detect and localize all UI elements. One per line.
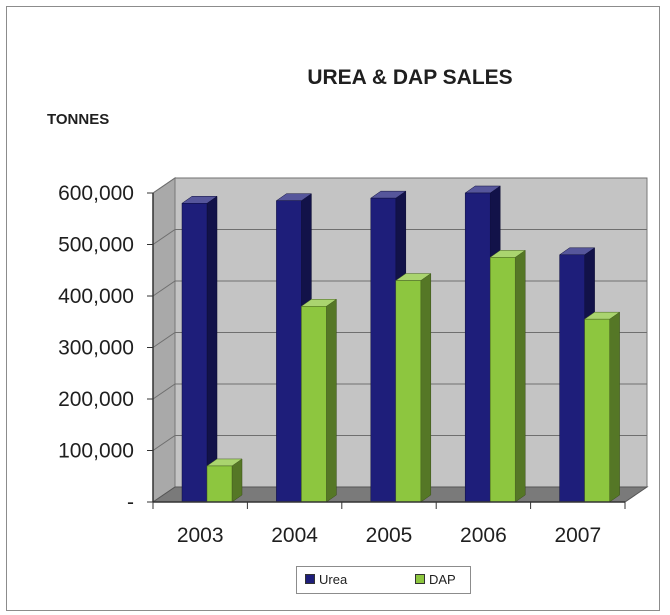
bar-dap-2005-front (395, 280, 422, 503)
legend-label-urea: Urea (319, 572, 348, 587)
bar-dap-2006-side (514, 249, 526, 503)
legend-label-dap: DAP (429, 572, 456, 587)
y-tick-label: 600,000 (58, 182, 134, 205)
x-tick-label: 2003 (177, 524, 224, 547)
bar-dap-2004-front (301, 306, 327, 503)
x-tick-label: 2005 (366, 524, 413, 547)
legend-item-urea: Urea (305, 572, 347, 587)
y-tick-label: 200,000 (58, 388, 134, 411)
y-tick-label: 100,000 (58, 440, 134, 463)
y-tick-label: - (127, 491, 134, 514)
legend-item-dap: DAP (415, 572, 456, 587)
x-tick-label: 2004 (271, 524, 318, 547)
bar-urea-2003-side (206, 195, 218, 503)
y-axis-unit-label: TONNES (47, 111, 110, 128)
bar-dap-2003-side (231, 458, 243, 503)
y-tick-label: 400,000 (58, 285, 134, 308)
bar-dap-2004-side (326, 298, 337, 503)
y-tick-labels: - 100,000 200,000 300,000 400,000 500,000 600,… (58, 182, 134, 514)
bar-dap-2007-front (584, 318, 610, 503)
bar-dap-2003 (206, 458, 243, 503)
x-tick-labels: 2003 2004 2005 2006 2007 (177, 524, 601, 547)
y-tick-label: 300,000 (58, 337, 134, 360)
bar-urea-2007-front (559, 254, 585, 503)
bar-dap-2006 (489, 249, 526, 503)
bar-dap-2005-side (420, 273, 432, 503)
legend-swatch-dap (415, 574, 425, 584)
bar-urea-2003 (181, 195, 218, 503)
bar-dap-2006-front (489, 257, 516, 503)
bar-urea-2005-front (370, 197, 397, 503)
bar-urea-2004-front (276, 200, 302, 503)
bar-dap-2007-side (609, 311, 620, 503)
bar-dap-2007 (583, 311, 621, 503)
bar-dap-2003-front (206, 465, 233, 503)
axes (147, 192, 626, 509)
bar-dap-2004 (300, 298, 338, 503)
bar-urea-2006-front (464, 192, 491, 503)
legend: Urea DAP (296, 566, 471, 594)
bars (181, 185, 621, 503)
bar-urea-2003-front (181, 203, 208, 503)
gridline (152, 177, 647, 194)
legend-swatch-urea (305, 574, 315, 584)
x-tick-label: 2007 (554, 524, 601, 547)
x-tick-label: 2006 (460, 524, 507, 547)
bar-dap-2005 (395, 273, 432, 503)
y-tick-label: 500,000 (58, 234, 134, 257)
chart-title: UREA & DAP SALES (307, 66, 513, 89)
